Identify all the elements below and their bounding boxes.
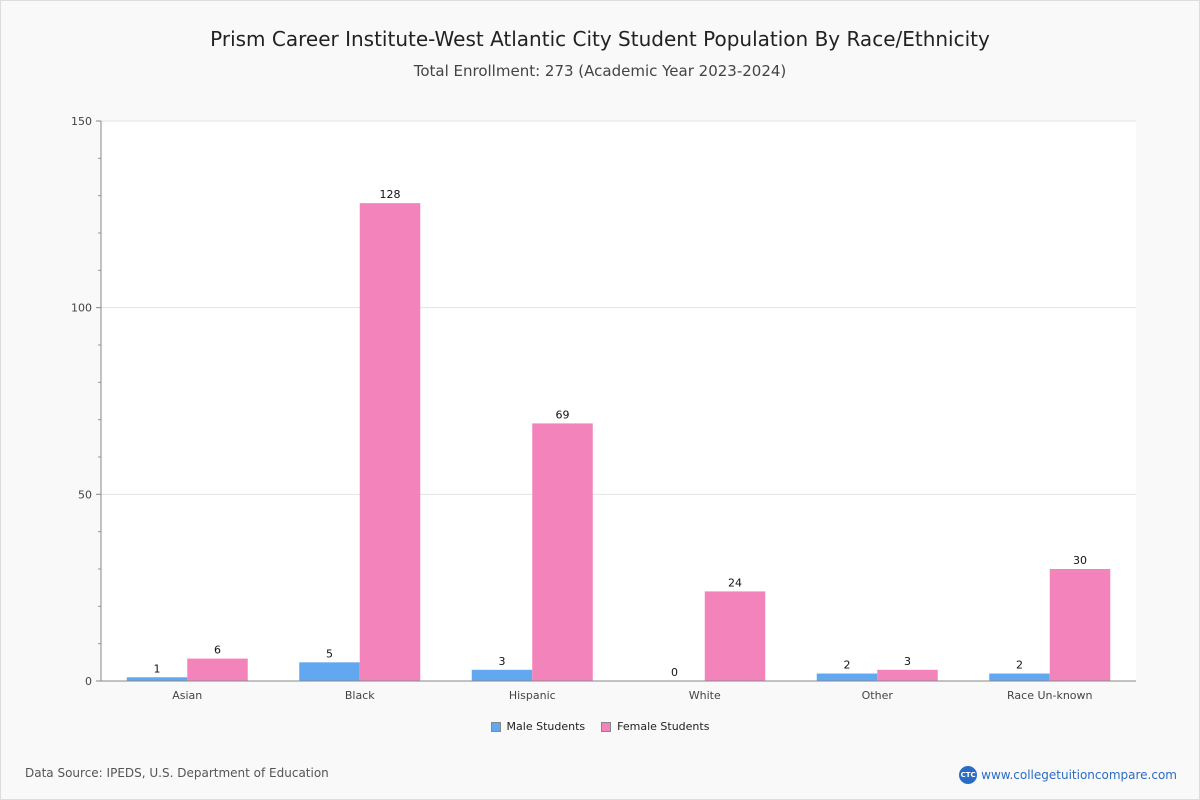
legend: Male Students Female Students [1,720,1199,733]
data-label: 30 [1073,554,1087,567]
legend-swatch-female [601,721,612,732]
data-label: 5 [326,647,333,660]
data-label: 6 [214,644,221,657]
x-tick-label: Hispanic [509,689,556,702]
legend-label-female: Female Students [617,720,710,733]
bar-male-students [989,673,1050,681]
x-tick-label: Other [862,689,894,702]
data-label: 2 [844,659,851,672]
legend-swatch-male [490,721,501,732]
chart-title: Prism Career Institute-West Atlantic Cit… [210,27,990,51]
bar-male-students [126,677,188,681]
ctc-logo-icon: CTC [959,766,978,784]
y-tick-label: 100 [71,302,92,315]
plot-area [101,121,1136,681]
bar-male-students [816,673,878,681]
bar-female-students [1049,569,1111,681]
bar-female-students [877,669,938,681]
data-label: 3 [904,655,911,668]
data-label: 2 [1016,659,1023,672]
legend-item-female[interactable]: Female Students [601,720,709,733]
data-source: Data Source: IPEDS, U.S. Department of E… [25,766,329,780]
legend-item-male[interactable]: Male Students [490,720,586,733]
bar-female-students [359,203,421,681]
data-label: 1 [154,662,161,675]
bar-male-students [299,662,360,681]
data-label: 69 [556,408,570,421]
bar-female-students [532,423,593,681]
bar-male-students [471,669,533,681]
x-tick-label: Black [345,689,375,702]
chart-subtitle: Total Enrollment: 273 (Academic Year 202… [413,62,787,80]
data-label: 0 [671,666,678,679]
brand-link[interactable]: CTC www.collegetuitioncompare.com [959,766,1177,784]
y-tick-label: 50 [78,488,92,501]
data-label: 24 [728,576,742,589]
y-tick-label: 0 [85,675,92,688]
legend-label-male: Male Students [506,720,586,733]
brand-url: www.collegetuitioncompare.com [981,768,1177,782]
bar-female-students [187,658,248,681]
x-tick-label: Asian [172,689,202,702]
data-label: 3 [499,655,506,668]
y-tick-label: 150 [71,115,92,128]
x-tick-label: Race Un-known [1007,689,1093,702]
data-label: 128 [380,188,401,201]
x-tick-label: White [689,689,721,702]
bar-female-students [704,591,766,681]
